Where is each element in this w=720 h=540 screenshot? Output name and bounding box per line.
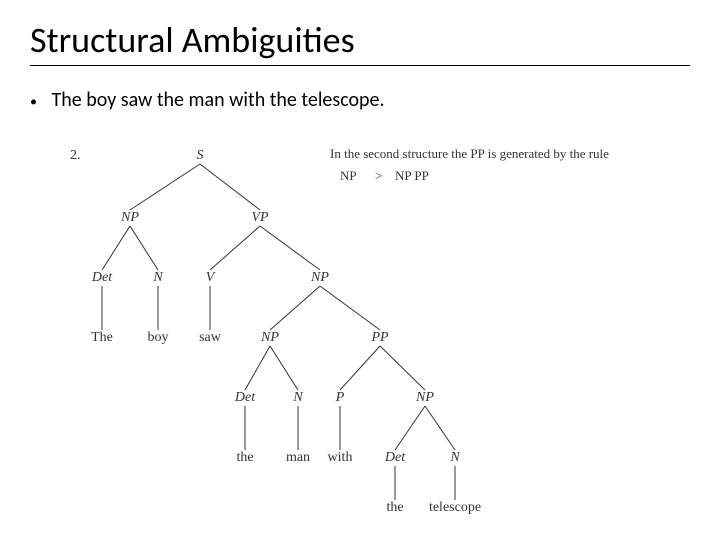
tree-node-the2: the — [386, 500, 403, 516]
tree-node-np3: NP — [261, 330, 279, 346]
syntax-tree-area: 2. In the second structure the PP is gen… — [30, 140, 690, 520]
tree-node-boy: boy — [148, 330, 169, 346]
tree-node-det2: Det — [235, 390, 255, 406]
slide-title: Structural Ambiguities — [30, 18, 355, 62]
bullet-text: The boy saw the man with the telescope. — [52, 88, 385, 112]
tree-node-vp: VP — [251, 210, 268, 226]
tree-node-np2: NP — [311, 270, 329, 286]
tree-node-saw: saw — [199, 330, 221, 346]
tree-node-n2: N — [293, 390, 302, 406]
tree-node-pp: PP — [371, 330, 388, 346]
tree-edges — [30, 140, 690, 520]
tree-node-telescope: telescope — [429, 500, 481, 516]
tree-node-det1: Det — [92, 270, 112, 286]
tree-node-n3: N — [450, 450, 459, 466]
tree-node-det3: Det — [385, 450, 405, 466]
tree-node-s: S — [197, 148, 204, 164]
tree-node-with: with — [328, 450, 353, 466]
bullet-dot: • — [30, 93, 37, 110]
title-underline — [30, 65, 690, 66]
tree-node-the1: the — [236, 450, 253, 466]
bullet-item: • The boy saw the man with the telescope… — [30, 88, 385, 112]
tree-node-man: man — [286, 450, 310, 466]
tree-node-p: P — [336, 390, 345, 406]
tree-node-v: V — [206, 270, 215, 286]
tree-node-the: The — [91, 330, 113, 346]
tree-node-np4: NP — [416, 390, 434, 406]
tree-node-n1: N — [153, 270, 162, 286]
tree-node-np1: NP — [121, 210, 139, 226]
